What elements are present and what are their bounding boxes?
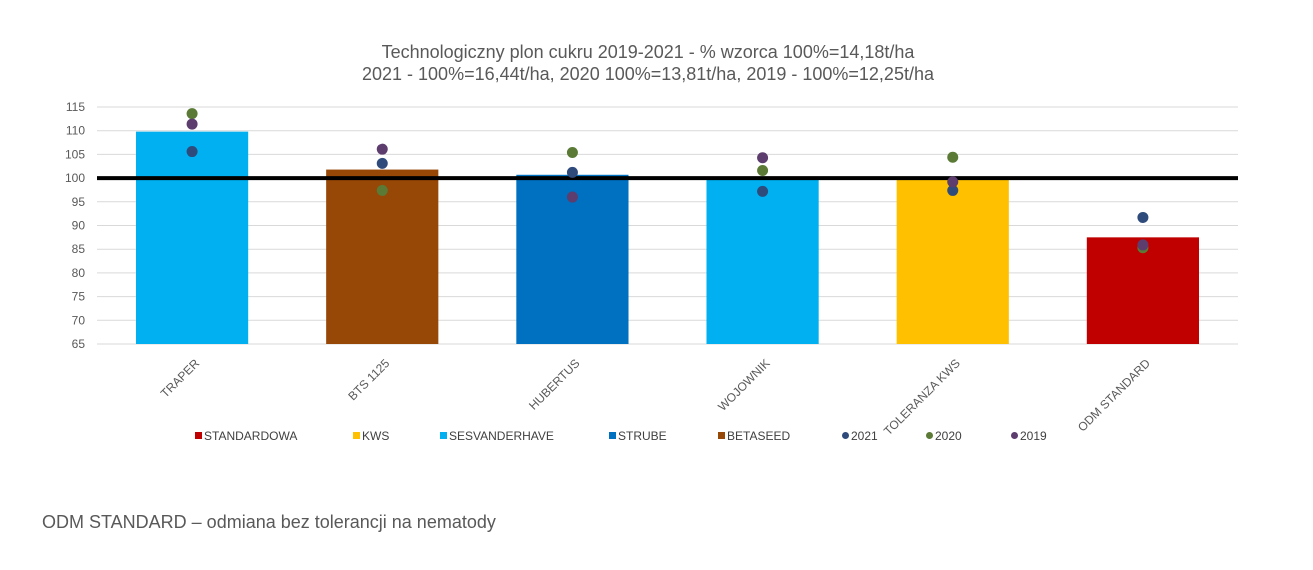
x-tick-label: BTS 1125: [345, 356, 392, 403]
bar-toleranza-kws: [896, 178, 1009, 344]
sugar-yield-chart: Technologiczny plon cukru 2019-2021 - % …: [65, 42, 1238, 443]
bar-wojownik: [706, 178, 819, 344]
legend-swatch: [718, 432, 725, 439]
legend-label: BETASEED: [727, 429, 790, 443]
y-tick-label: 100: [65, 171, 85, 185]
y-tick-label: 115: [66, 100, 85, 114]
y-tick-label: 70: [72, 313, 86, 327]
legend-label: STANDARDOWA: [204, 429, 297, 443]
point-2021: [566, 166, 578, 178]
bar-hubertus: [516, 174, 629, 344]
legend-swatch: [353, 432, 360, 439]
bars: [135, 131, 1200, 344]
point-2019: [757, 152, 769, 164]
bar-bts-1125: [326, 169, 439, 344]
point-2021: [186, 146, 198, 158]
legend-swatch: [609, 432, 616, 439]
point-2020: [757, 165, 769, 177]
bar-odm-standard: [1086, 237, 1200, 344]
y-axis-ticks: 65 70 75 80 85 90 95 100 105 110 115: [65, 100, 85, 351]
legend-marker: [1011, 432, 1018, 439]
chart-title-line: Technologiczny plon cukru 2019-2021 - % …: [382, 42, 916, 62]
x-axis-labels: TRAPER BTS 1125 HUBERTUS WOJOWNIK TOLERANZA …: [158, 356, 1153, 438]
legend: STANDARDOWA KWS SESVANDERHAVE STRUBE BETASEE…: [195, 429, 1047, 443]
legend-label: 2021: [851, 429, 878, 443]
footnote: ODM STANDARD – odmiana bez tolerancji na…: [42, 512, 496, 532]
x-tick-label: WOJOWNIK: [715, 356, 773, 414]
point-2020: [376, 184, 388, 196]
point-2021: [376, 157, 388, 169]
y-tick-label: 85: [72, 242, 86, 256]
legend-label: KWS: [362, 429, 389, 443]
y-tick-label: 105: [65, 147, 85, 161]
legend-swatch: [440, 432, 447, 439]
point-2020: [186, 108, 198, 120]
point-2021: [757, 185, 769, 197]
x-tick-label: TRAPER: [158, 356, 203, 401]
x-tick-label: TOLERANZA KWS: [881, 356, 963, 438]
point-2021: [947, 184, 959, 196]
legend-swatch: [195, 432, 202, 439]
y-tick-label: 80: [72, 266, 86, 280]
point-2020: [566, 147, 578, 159]
year-points: [186, 108, 1149, 254]
x-tick-label: HUBERTUS: [526, 356, 582, 412]
legend-marker: [842, 432, 849, 439]
point-2019: [566, 191, 578, 203]
legend-label: 2019: [1020, 429, 1047, 443]
legend-label: STRUBE: [618, 429, 667, 443]
x-tick-label: ODM STANDARD: [1075, 356, 1153, 434]
legend-label: 2020: [935, 429, 962, 443]
y-tick-label: 110: [66, 124, 85, 138]
chart-title: Technologiczny plon cukru 2019-2021 - % …: [362, 42, 935, 84]
chart-title-line: 2021 - 100%=16,44t/ha, 2020 100%=13,81t/…: [362, 64, 935, 84]
y-tick-label: 90: [72, 219, 86, 233]
point-2019: [376, 143, 388, 155]
bar-traper: [135, 131, 249, 344]
point-2019: [186, 118, 198, 130]
point-2021: [1137, 211, 1149, 223]
legend-label: SESVANDERHAVE: [449, 429, 554, 443]
point-2019: [947, 176, 959, 188]
point-2019: [1137, 239, 1149, 251]
legend-marker: [926, 432, 933, 439]
y-tick-label: 75: [72, 290, 86, 304]
gridlines: [97, 106, 1238, 345]
y-tick-label: 65: [72, 337, 86, 351]
y-tick-label: 95: [72, 195, 86, 209]
point-2020: [947, 151, 959, 163]
